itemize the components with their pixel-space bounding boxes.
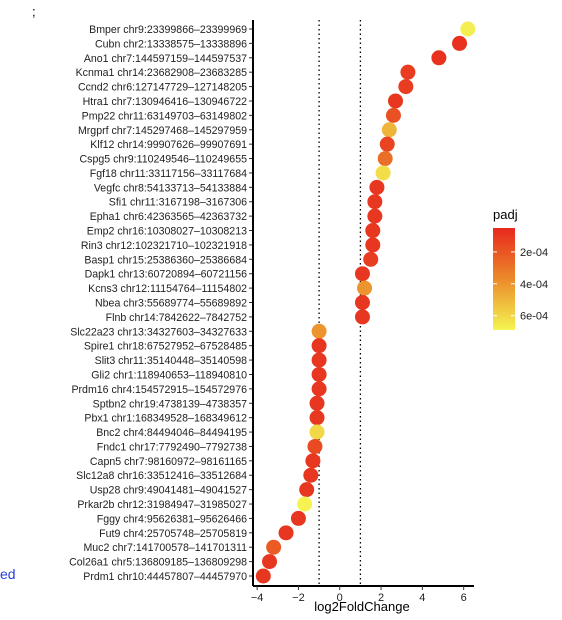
y-tick-label: Klf12 chr14:99907626–99907691 — [90, 139, 247, 151]
y-tick-label: Slit3 chr11:35140448–35140598 — [95, 355, 247, 367]
data-point — [305, 453, 321, 469]
data-point — [309, 424, 325, 440]
x-tick-label: 2 — [378, 592, 384, 604]
y-axis-labels: Bmper chr9:23399866–23399969 Cubn chr2:13… — [69, 24, 253, 583]
data-point — [311, 323, 327, 339]
data-point — [354, 266, 370, 282]
data-point — [400, 64, 416, 80]
data-point — [354, 295, 370, 310]
data-point — [367, 208, 383, 224]
y-tick-label: Gli2 chr1:118940653–118940810 — [91, 369, 247, 381]
data-point — [375, 165, 391, 181]
y-tick-label: Fgf18 chr11:33117156–33117684 — [90, 168, 247, 180]
x-tick-label: 6 — [461, 592, 467, 604]
y-tick-label: Sfi1 chr11:3167198–3167306 — [109, 197, 247, 209]
data-point — [297, 496, 313, 512]
y-tick-label: Sptbn2 chr19:4738139–4738357 — [93, 398, 247, 410]
y-tick-label: Pbx1 chr1:168349528–168349612 — [84, 413, 247, 425]
data-point — [311, 352, 327, 368]
data-point — [303, 467, 319, 483]
y-tick-label: Cubn chr2:13338575–13338896 — [95, 38, 247, 50]
data-point — [431, 50, 447, 66]
legend-tick-label: 4e-04 — [520, 279, 548, 291]
data-point — [452, 35, 468, 51]
legend-ticks: 2e-04 4e-04 6e-04 — [493, 247, 548, 323]
data-point — [278, 525, 294, 541]
data-points — [255, 21, 476, 584]
data-point — [381, 122, 397, 138]
data-point — [309, 410, 325, 426]
data-point — [388, 93, 404, 109]
x-tick-label: 4 — [419, 592, 425, 604]
data-point — [299, 482, 315, 498]
y-tick-label: Rin3 chr12:102321710–102321918 — [81, 240, 247, 252]
legend-tick-label: 6e-04 — [520, 311, 548, 323]
x-axis-ticks: −4 −2 0 2 4 6 — [251, 586, 467, 604]
y-tick-label: Bmper chr9:23399866–23399969 — [89, 24, 247, 36]
y-tick-label: Col26a1 chr5:136809185–136809298 — [69, 557, 247, 569]
y-tick-label: Fggy chr4:95626381–95626466 — [97, 513, 247, 525]
data-point — [365, 223, 381, 239]
legend-colorbar — [493, 228, 515, 330]
y-tick-label: Basp1 chr15:25386360–25386684 — [84, 254, 247, 266]
data-point — [262, 554, 278, 570]
x-axis-title: log2FoldChange — [314, 599, 409, 614]
y-tick-label: Bnc2 chr4:84494046–84494195 — [96, 427, 247, 439]
data-point — [379, 136, 395, 152]
y-tick-label: Muc2 chr7:141700578–141701311 — [83, 542, 247, 554]
legend-tick-label: 2e-04 — [520, 247, 548, 259]
data-point — [255, 568, 271, 584]
data-point — [311, 338, 327, 354]
data-point — [365, 237, 381, 253]
y-tick-label: Epha1 chr6:42363565–42363732 — [90, 211, 247, 223]
stray-mark: ; — [32, 4, 36, 19]
data-point — [290, 510, 306, 526]
x-tick-label: −4 — [251, 592, 264, 604]
y-tick-label: Kcns3 chr12:11154764–11154802 — [88, 283, 247, 295]
y-tick-label: Fndc1 chr17:7792490–7792738 — [97, 441, 247, 453]
y-tick-label: Kcnma1 chr14:23682908–23683285 — [76, 67, 248, 79]
stray-text-fragment: ed — [0, 566, 16, 582]
y-tick-label: Prkar2b chr12:31984947–31985027 — [77, 499, 247, 511]
y-tick-label: Vegfc chr8:54133713–54133884 — [94, 182, 247, 194]
y-tick-label: Capn5 chr7:98160972–98161165 — [90, 456, 247, 468]
legend-title: padj — [493, 207, 518, 222]
data-point — [357, 280, 373, 296]
y-tick-label: Slc12a8 chr16:33512416–33512684 — [76, 470, 247, 482]
data-point — [385, 107, 401, 123]
data-point — [363, 251, 379, 267]
y-tick-label: Emp2 chr16:10308027–10308213 — [87, 226, 247, 238]
y-tick-label: Htra1 chr7:130946416–130946722 — [83, 96, 247, 108]
data-point — [311, 381, 327, 397]
data-point — [369, 179, 385, 195]
y-tick-label: Dapk1 chr13:60720894–60721156 — [85, 269, 247, 281]
data-point — [309, 395, 325, 411]
data-point — [460, 21, 476, 37]
color-legend: padj 2e-04 4e-04 6e-04 — [493, 207, 548, 330]
data-point — [311, 366, 327, 382]
y-tick-label: Slc22a23 chr13:34327603–34327633 — [70, 326, 247, 338]
data-point — [354, 309, 370, 325]
data-point — [377, 151, 393, 167]
y-tick-label: Flnb chr14:7842622–7842752 — [106, 312, 247, 324]
y-tick-label: Usp28 chr9:49041481–49041527 — [90, 485, 247, 497]
y-tick-label: Prdm16 chr4:154572915–154572976 — [71, 384, 247, 396]
data-point — [266, 539, 282, 555]
y-tick-label: Spire1 chr18:67527952–67528485 — [84, 341, 247, 353]
x-tick-label: 0 — [337, 592, 343, 604]
reference-lines — [318, 20, 362, 586]
y-tick-label: Prdm1 chr10:44457807–44457970 — [83, 571, 247, 583]
y-tick-label: Ccnd2 chr6:127147729–127148205 — [78, 82, 247, 94]
y-tick-label: Ano1 chr7:144597159–144597537 — [84, 53, 247, 65]
data-point — [367, 194, 383, 210]
x-tick-label: −2 — [292, 592, 305, 604]
y-tick-label: Pmp22 chr11:63149703–63149802 — [82, 110, 247, 122]
data-point — [398, 79, 414, 95]
y-tick-label: Nbea chr3:55689774–55689892 — [95, 298, 247, 310]
y-tick-label: Mrgprf chr7:145297468–145297959 — [78, 125, 247, 137]
y-tick-label: Cspg5 chr9:110249546–110249655 — [80, 154, 248, 166]
data-point — [307, 438, 323, 454]
y-tick-label: Fut9 chr4:25705748–25705819 — [99, 528, 247, 540]
